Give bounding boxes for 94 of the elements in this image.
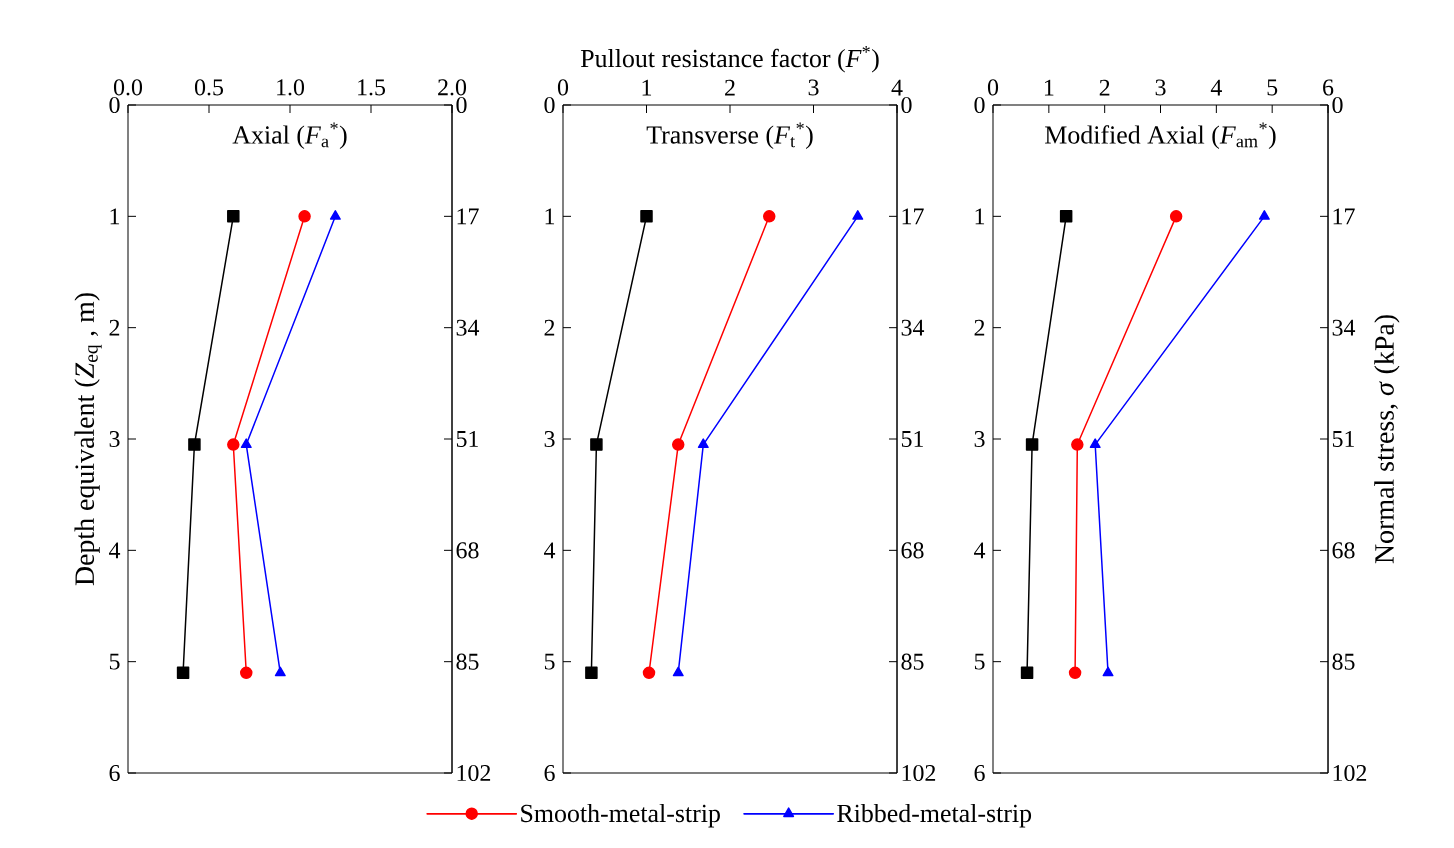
y-tick-label: 6 (974, 764, 985, 782)
point (1071, 438, 1084, 451)
y-tick-label: 0 (974, 96, 985, 114)
point (227, 438, 240, 451)
x-tick-label: 3 (808, 79, 819, 96)
x-axis-title: Pullout resistance factor (F$^{*}$) (580, 46, 879, 73)
y2-tick-label: 51 (456, 431, 478, 448)
x-tick-label: 2.0 (438, 79, 467, 96)
text: Axial (F$_{a}$$^{*}$) (232, 122, 347, 149)
y-tick-label: 2 (109, 319, 120, 336)
x-tick-label: 6 (1323, 79, 1334, 96)
y2-tick-label: 102 (902, 764, 936, 782)
y2-tick-label: 68 (901, 542, 924, 559)
y-tick-label: 4 (108, 542, 121, 559)
x-tick-label: 2 (725, 79, 735, 96)
legend-label: Smooth-metal-strip (521, 803, 720, 828)
y2-tick-label: 102 (457, 764, 491, 782)
x-tick-label: 1 (1044, 79, 1054, 96)
y-axis-title: Depth equivalent (Z$_{eq}$ , m) (74, 293, 102, 586)
y2-tick-label: 85 (456, 653, 479, 670)
y2-tick-label: 102 (1333, 764, 1367, 782)
point (176, 666, 190, 680)
point (329, 210, 341, 220)
point (1169, 210, 1183, 223)
x-tick-label: 4 (891, 79, 903, 96)
y-tick-label: 6 (544, 764, 555, 782)
x-tick-label: 0 (987, 79, 999, 96)
point (188, 438, 201, 451)
y2-tick-label: 17 (457, 208, 479, 225)
point (240, 666, 253, 680)
y2-tick-label: 85 (901, 653, 924, 670)
point (672, 666, 684, 677)
y-tick-label: 5 (544, 653, 555, 670)
point (640, 210, 653, 223)
y-tick-label: 3 (109, 430, 120, 448)
y-tick-label: 6 (109, 764, 120, 782)
point (697, 438, 709, 449)
y2-tick-label: 68 (456, 542, 479, 559)
point (1020, 666, 1034, 680)
y-tick-label: 1 (975, 208, 985, 225)
y-tick-label: 2 (544, 319, 555, 336)
x-tick-label: 0 (557, 79, 569, 96)
point (240, 438, 252, 449)
text: Transverse (F$_{t}$$^{*}$) (646, 122, 813, 149)
y2-tick-label: 34 (1332, 319, 1356, 336)
y-tick-label: 1 (110, 208, 120, 225)
legend-label: Ribbed-metal-strip (837, 803, 1032, 828)
y-tick-label: 3 (544, 430, 555, 448)
y2-axis-title: Normal stress, σ (kPa) (1374, 315, 1400, 564)
y-tick-label: 0 (109, 96, 120, 114)
y-tick-label: 5 (109, 653, 120, 670)
point (1025, 438, 1039, 451)
x-tick-label: 0.5 (194, 79, 224, 96)
point (274, 666, 286, 677)
x-tick-label: 5 (1267, 79, 1278, 96)
x-tick-label: 1.0 (277, 79, 305, 96)
x-tick-label: 1.5 (358, 79, 386, 96)
point (852, 210, 864, 220)
y-tick-label: 2 (974, 319, 985, 336)
y2-tick-label: 51 (1332, 431, 1355, 448)
x-tick-label: 1 (642, 79, 652, 96)
x-tick-label: 4 (1210, 79, 1222, 96)
y2-tick-label: 34 (456, 319, 480, 336)
point (1059, 210, 1073, 223)
y2-tick-label: 0 (456, 96, 467, 114)
point (585, 666, 598, 680)
y2-tick-label: 68 (1332, 542, 1355, 559)
y-tick-label: 1 (545, 208, 555, 225)
y2-tick-label: 17 (902, 208, 924, 225)
point (590, 438, 603, 451)
point (1102, 666, 1114, 677)
x-tick-label: 2 (1099, 79, 1110, 96)
text: Modified Axial (F$_{am}$$^{*}$) (1045, 122, 1276, 149)
point (1089, 438, 1101, 449)
x-tick-label: 3 (1155, 79, 1166, 96)
y2-tick-label: 85 (1332, 653, 1355, 670)
point (1258, 210, 1270, 220)
y2-tick-label: 34 (901, 319, 925, 336)
y2-tick-label: 0 (901, 96, 912, 114)
y-tick-label: 4 (544, 542, 556, 559)
point (642, 666, 656, 680)
point (298, 210, 311, 223)
y-tick-label: 4 (974, 542, 986, 559)
y2-tick-label: 0 (1332, 96, 1343, 114)
point (227, 210, 240, 223)
x-tick-label: 0.0 (113, 79, 143, 96)
y-tick-label: 5 (974, 653, 985, 670)
point (763, 210, 776, 223)
point (671, 438, 685, 451)
y-tick-label: 3 (974, 430, 985, 448)
point (1068, 666, 1082, 680)
y2-tick-label: 17 (1333, 208, 1355, 225)
y-tick-label: 0 (544, 96, 555, 114)
y2-tick-label: 51 (901, 431, 924, 448)
